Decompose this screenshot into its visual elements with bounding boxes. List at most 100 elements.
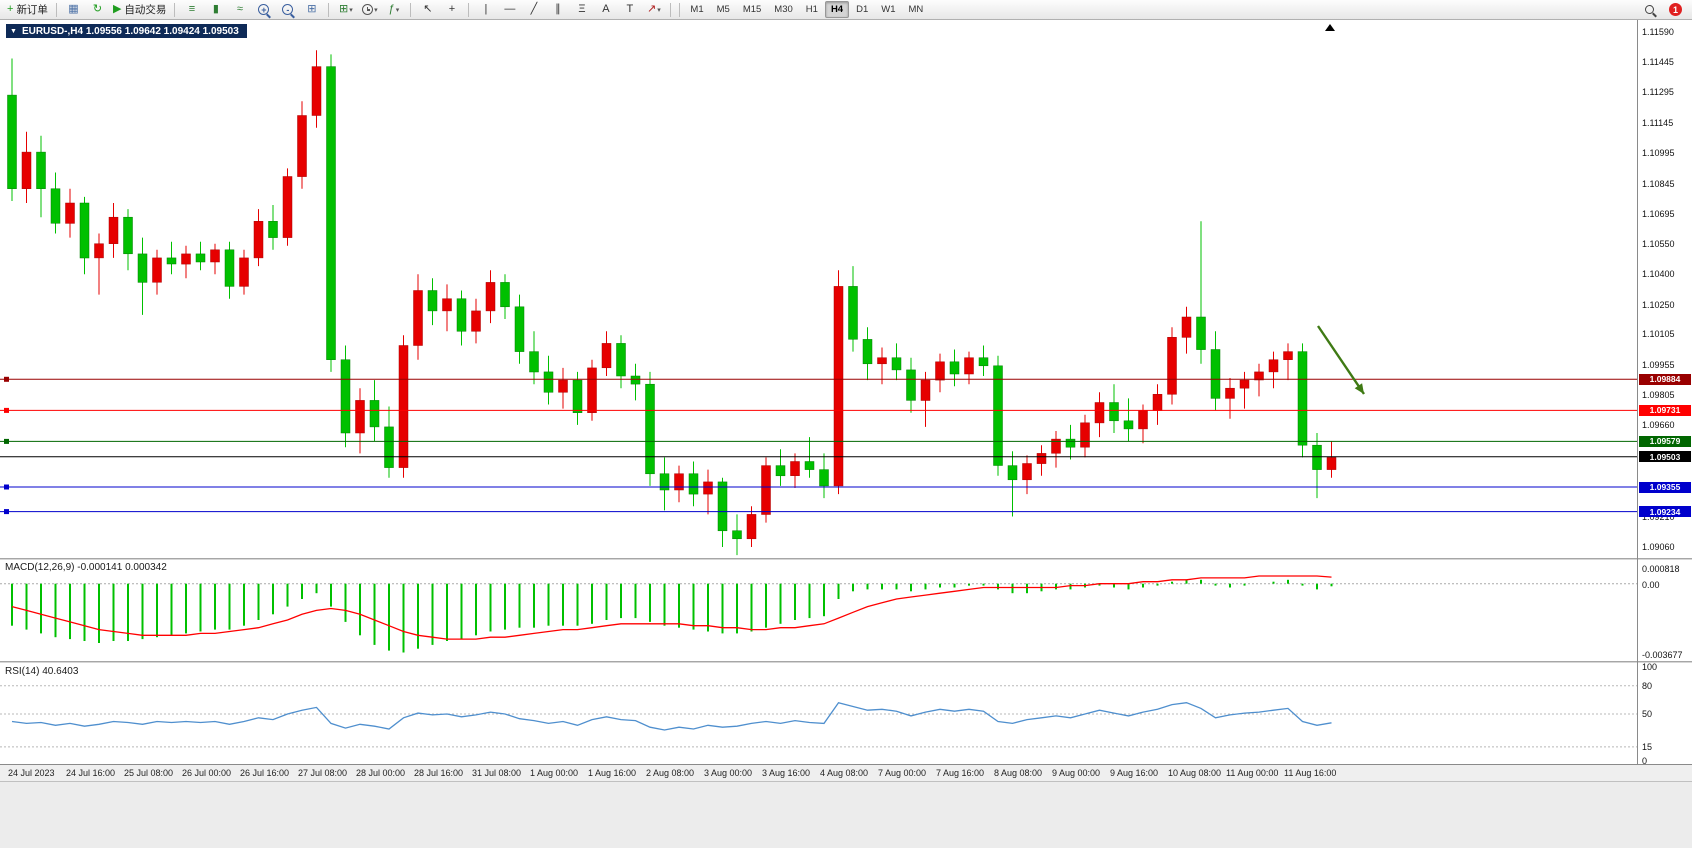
cursor-icon: ↖ bbox=[423, 3, 433, 15]
zoom-out-button[interactable]: - bbox=[276, 0, 299, 19]
chart-window[interactable]: ▼ EURUSD-,H4 1.09556 1.09642 1.09424 1.0… bbox=[0, 20, 1692, 848]
vertical-line-button[interactable]: | bbox=[474, 0, 497, 19]
bear-candle bbox=[456, 298, 467, 332]
timeframe-d1-button[interactable]: D1 bbox=[856, 4, 869, 15]
bull-candle bbox=[1051, 438, 1061, 454]
price-axis-label: 1.09955 bbox=[1642, 359, 1675, 370]
tile-windows-icon: ⊞ bbox=[307, 3, 317, 15]
time-axis-label: 28 Jul 16:00 bbox=[414, 768, 464, 778]
new-chart-button[interactable]: ⊞ ▾ bbox=[334, 0, 357, 19]
time-axis-label: 27 Jul 08:00 bbox=[298, 768, 348, 778]
crosshair-button[interactable]: + bbox=[440, 0, 463, 19]
price-axis-label: 1.10550 bbox=[1642, 238, 1675, 249]
timeframe-m1-button[interactable]: M1 bbox=[690, 4, 704, 15]
zoom-in-button[interactable]: + bbox=[252, 0, 275, 19]
scroll-to-end-marker[interactable] bbox=[1325, 24, 1335, 31]
time-axis-label: 24 Jul 2023 bbox=[8, 768, 55, 778]
panel-splitter[interactable] bbox=[0, 661, 1692, 663]
chart-window-button[interactable]: ▦ bbox=[62, 0, 85, 19]
timeframe-h1-button[interactable]: H1 bbox=[805, 4, 818, 15]
trendline-button[interactable]: ╱ bbox=[522, 0, 545, 19]
bull-candle bbox=[1167, 337, 1177, 395]
line-handle[interactable] bbox=[4, 376, 9, 382]
notification-badge[interactable]: 1 bbox=[1669, 3, 1682, 16]
price-axis-label: 1.10250 bbox=[1642, 299, 1675, 310]
macd-panel[interactable] bbox=[0, 560, 1637, 661]
line-chart-type-icon: ≈ bbox=[236, 3, 243, 15]
fibonacci-button[interactable]: Ξ bbox=[570, 0, 593, 19]
bear-candle bbox=[1109, 402, 1119, 422]
time-axis-label: 4 Aug 08:00 bbox=[820, 768, 869, 778]
bear-candle bbox=[543, 371, 554, 393]
auto-trading-button[interactable]: ▶ 自动交易 bbox=[110, 0, 169, 19]
timeframe-m15-button[interactable]: M15 bbox=[742, 4, 762, 15]
bear-candle bbox=[630, 375, 641, 385]
bear-candle bbox=[775, 465, 786, 477]
period-button[interactable]: ▾ bbox=[358, 0, 381, 19]
bull-candle bbox=[746, 514, 757, 540]
bull-candle bbox=[601, 343, 612, 369]
cursor-button[interactable]: ↖ bbox=[416, 0, 439, 19]
bull-candle bbox=[790, 461, 800, 476]
search-button[interactable] bbox=[1638, 0, 1661, 19]
bear-candle bbox=[1123, 420, 1134, 430]
bull-candle bbox=[413, 290, 423, 346]
timeframe-m30-button[interactable]: M30 bbox=[774, 4, 793, 15]
toolbar-separator bbox=[670, 2, 672, 17]
panel-splitter[interactable] bbox=[0, 558, 1692, 560]
rsi-axis-label: 0 bbox=[1642, 756, 1648, 766]
bull-candle bbox=[152, 257, 162, 283]
bull-candle bbox=[964, 357, 974, 375]
price-axis: 1.11590 1.11445 1.11295 1.11145 1.10995 1.108… bbox=[1638, 20, 1692, 781]
bull-candle bbox=[1254, 371, 1264, 381]
bar-chart-type-button[interactable]: ≡ bbox=[180, 0, 203, 19]
line-chart-type-button[interactable]: ≈ bbox=[228, 0, 251, 19]
search-icon bbox=[1645, 5, 1654, 14]
refresh-button[interactable]: ↻ bbox=[86, 0, 109, 19]
text-button[interactable]: A bbox=[594, 0, 617, 19]
bull-candle bbox=[703, 481, 713, 495]
price-axis-label: 1.09060 bbox=[1642, 542, 1675, 552]
bull-candle bbox=[1268, 359, 1279, 373]
bull-candle bbox=[65, 202, 75, 224]
bull-candle bbox=[920, 379, 931, 401]
bull-candle bbox=[297, 115, 307, 177]
main-toolbar: + 新订单 ▦ ↻ ▶ 自动交易 ≡ ▮ ≈ + - ⊞ ⊞ ▾ ▾ ƒ ▾ ↖ + | — ╱ ∥ Ξ A T ↗ ▾ M1 M5 M1… bbox=[0, 0, 1692, 20]
timeframe-h4-button[interactable]: H4 bbox=[824, 1, 850, 18]
line-handle[interactable] bbox=[4, 438, 9, 444]
dropdown-arrow-icon: ▾ bbox=[349, 6, 353, 14]
bull-candle bbox=[1080, 422, 1090, 448]
arrow-annotation[interactable] bbox=[1317, 325, 1365, 395]
bar-chart-type-icon: ≡ bbox=[188, 3, 196, 15]
bull-candle bbox=[877, 357, 887, 365]
candlestick-type-button[interactable]: ▮ bbox=[204, 0, 227, 19]
bull-candle bbox=[1152, 394, 1163, 411]
new-order-button[interactable]: + 新订单 bbox=[4, 0, 51, 19]
time-axis-label: 11 Aug 00:00 bbox=[1226, 768, 1279, 778]
tile-windows-button[interactable]: ⊞ bbox=[300, 0, 323, 19]
bear-candle bbox=[848, 286, 858, 340]
chart-ohlc-header[interactable]: ▼ EURUSD-,H4 1.09556 1.09642 1.09424 1.0… bbox=[6, 24, 247, 38]
timeframe-mn-button[interactable]: MN bbox=[908, 4, 924, 15]
line-handle[interactable] bbox=[4, 509, 9, 515]
timeframe-w1-button[interactable]: W1 bbox=[881, 4, 896, 15]
chart-title: EURUSD-,H4 1.09556 1.09642 1.09424 1.095… bbox=[21, 25, 239, 37]
line-handle[interactable] bbox=[4, 407, 9, 413]
bear-candle bbox=[993, 365, 1003, 466]
price-axis-label: 1.10845 bbox=[1642, 178, 1675, 189]
text-label-button[interactable]: T bbox=[618, 0, 641, 19]
bear-candle bbox=[645, 383, 655, 475]
horizontal-line-button[interactable]: — bbox=[498, 0, 521, 19]
price-axis-separator bbox=[1637, 20, 1638, 781]
bear-candle bbox=[369, 400, 380, 428]
bear-candle bbox=[891, 357, 902, 371]
arrows-button[interactable]: ↗ ▾ bbox=[642, 0, 665, 19]
expand-arrow-icon[interactable]: ▼ bbox=[10, 27, 17, 35]
refresh-icon: ↻ bbox=[92, 3, 103, 15]
channel-button[interactable]: ∥ bbox=[546, 0, 569, 19]
line-handle[interactable] bbox=[4, 484, 9, 490]
main-price-chart[interactable] bbox=[0, 20, 1637, 558]
indicators-button[interactable]: ƒ ▾ bbox=[382, 0, 405, 19]
timeframe-m5-button[interactable]: M5 bbox=[716, 4, 730, 15]
rsi-panel[interactable] bbox=[0, 663, 1637, 764]
